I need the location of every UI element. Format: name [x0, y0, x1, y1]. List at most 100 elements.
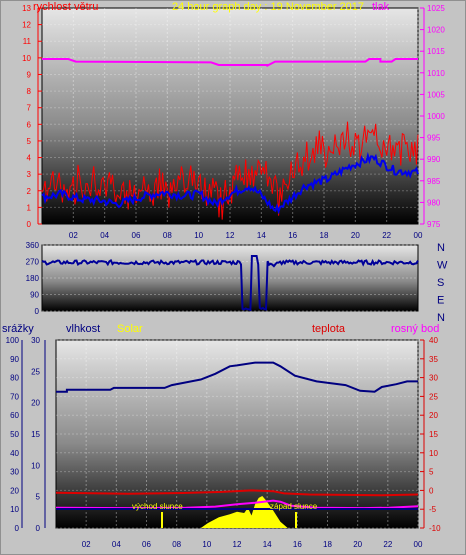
humidity-tick-label: 80	[10, 374, 19, 383]
wind-tick-label: 11	[23, 37, 32, 46]
pressure-tick-label: 1005	[427, 90, 445, 99]
pressure-tick-label: 975	[427, 220, 441, 229]
pressure-tick-label: 1025	[427, 4, 445, 13]
rain-tick-label: 10	[31, 461, 40, 470]
wind-gust-line	[41, 121, 419, 220]
temperature-tick-label: 5	[429, 468, 434, 477]
graph-title: 24 hour graph day : 19 November 2017	[172, 1, 364, 13]
humidity-axis: 0 10 20 30 40 50 60 70 80 90 100	[6, 336, 23, 533]
pressure-tick-label: 1010	[427, 69, 445, 78]
pressure-line	[42, 58, 418, 68]
compass-label: W	[437, 260, 448, 272]
direction-tick-label: 180	[26, 274, 40, 283]
wind-tick-label: 9	[27, 70, 32, 79]
sunset-label: západ slunce	[270, 502, 318, 511]
hour-tick-label: 08	[163, 231, 172, 240]
wind-tick-label: 3	[27, 170, 32, 179]
humidity-tick-label: 50	[10, 430, 19, 439]
hour-tick-label: 20	[351, 231, 360, 240]
rain-axis: 0 5 10 15 20 25 30	[31, 336, 46, 533]
wind-tick-label: 6	[27, 120, 32, 129]
compass-label: N	[437, 242, 445, 254]
hour-tick-label: 12	[233, 540, 242, 549]
temperature-tick-label: 35	[429, 355, 438, 364]
rain-tick-label: 25	[31, 367, 40, 376]
rain-tick-label: 0	[36, 524, 41, 533]
hour-tick-label: 14	[257, 231, 266, 240]
wind-tick-label: 2	[27, 187, 32, 196]
temperature-tick-label: 15	[429, 430, 438, 439]
humidity-tick-label: 70	[10, 392, 19, 401]
hour-tick-label: 04	[112, 540, 121, 549]
pressure-tick-label: 1015	[427, 47, 445, 56]
temperature-tick-label: 25	[429, 392, 438, 401]
hour-axis-bottom: 02 04 06 08 10 12 14 16 18 20 22 00	[82, 540, 423, 549]
solar-label: Solar	[117, 323, 143, 335]
humidity-tick-label: 20	[10, 486, 19, 495]
wind-tick-label: 7	[27, 104, 32, 113]
pressure-axis: 975 980 985 990 995 1000 1005 1010 1015 1020 1025	[420, 4, 445, 229]
direction-axis: 0 90 180 270 360	[26, 241, 40, 316]
pressure-tick-label: 1000	[427, 112, 445, 121]
temperature-axis: -10 -5 0 5 10 15 20 25 30 35 40	[420, 336, 441, 533]
rain-tick-label: 30	[31, 336, 40, 345]
hour-tick-label: 00	[414, 540, 423, 549]
pressure-tick-label: 1020	[427, 26, 445, 35]
hour-axis-top: 02 04 06 08 10 12 14 16 18 20 22 00	[69, 231, 423, 240]
humidity-tick-label: 100	[6, 336, 20, 345]
temperature-tick-label: 30	[429, 374, 438, 383]
direction-plot-area	[41, 244, 419, 312]
pressure-tick-label: 985	[427, 177, 441, 186]
hour-tick-label: 08	[172, 540, 181, 549]
hour-tick-label: 16	[288, 231, 297, 240]
rain-label: srážky	[2, 323, 34, 335]
pressure-tick-label: 980	[427, 198, 441, 207]
temperature-tick-label: 40	[429, 336, 438, 345]
hour-tick-label: 18	[320, 231, 329, 240]
hour-tick-label: 20	[353, 540, 362, 549]
pressure-tick-label: 995	[427, 134, 441, 143]
rain-tick-label: 20	[31, 399, 40, 408]
hour-tick-label: 18	[323, 540, 332, 549]
humidity-tick-label: 90	[10, 355, 19, 364]
sunrise-label: východ slunce	[132, 502, 183, 511]
direction-tick-label: 270	[26, 258, 40, 267]
temp-plot-area	[55, 339, 419, 529]
hour-tick-label: 06	[142, 540, 151, 549]
wind-tick-label: 4	[27, 154, 32, 163]
humidity-tick-label: 10	[10, 505, 19, 514]
hour-tick-label: 10	[202, 540, 211, 549]
hour-tick-label: 04	[100, 231, 109, 240]
rain-tick-label: 15	[31, 430, 40, 439]
temperature-label: teplota	[312, 323, 346, 335]
compass-label: S	[437, 277, 444, 289]
wind-direction-line	[41, 255, 419, 312]
hour-tick-label: 22	[382, 231, 391, 240]
temperature-tick-label: 0	[429, 486, 434, 495]
wind-speed-title: rychlost větru	[33, 1, 98, 13]
direction-tick-label: 90	[30, 291, 39, 300]
hour-tick-label: 10	[194, 231, 203, 240]
humidity-line	[56, 361, 418, 393]
hour-tick-label: 12	[226, 231, 235, 240]
wind-tick-label: 0	[27, 220, 32, 229]
humidity-label: vlhkost	[66, 323, 100, 335]
wind-tick-label: 1	[27, 203, 32, 212]
direction-tick-label: 360	[26, 241, 40, 250]
temperature-tick-label: -5	[429, 505, 437, 514]
hour-tick-label: 00	[414, 231, 423, 240]
wind-tick-label: 10	[22, 54, 31, 63]
pressure-title: tlak	[372, 1, 390, 13]
wind-tick-label: 13	[22, 4, 31, 13]
pressure-tick-label: 990	[427, 155, 441, 164]
temperature-tick-label: -10	[429, 524, 441, 533]
hour-tick-label: 02	[82, 540, 91, 549]
wind-average-line	[41, 151, 419, 215]
compass-label: N	[437, 312, 445, 324]
humidity-tick-label: 0	[15, 524, 20, 533]
hour-tick-label: 14	[263, 540, 272, 549]
wind-tick-label: 5	[27, 137, 32, 146]
